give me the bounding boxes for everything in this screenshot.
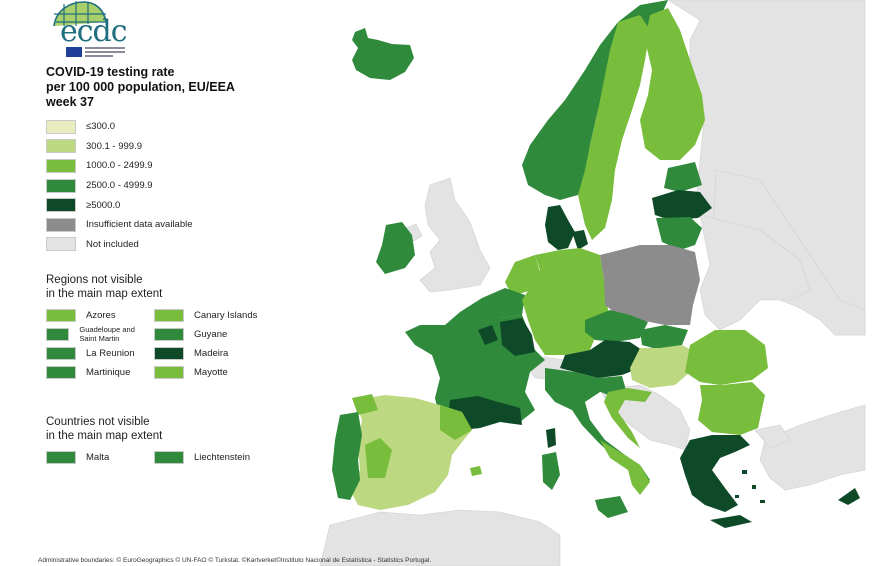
country-item: Malta [46, 450, 154, 464]
country-lithuania [656, 217, 702, 250]
region-galicia [352, 394, 378, 415]
country-netherlands [505, 255, 540, 296]
logo-text: ecdc [60, 14, 128, 49]
country-norway [522, 0, 668, 200]
logo-subtitle [85, 47, 125, 57]
legend-swatch [46, 450, 76, 464]
legend-item: 2500.0 - 4999.9 [46, 176, 193, 196]
country-denmark-islands [572, 230, 588, 250]
country-latvia [652, 190, 712, 220]
country-item: Liechtenstein [154, 450, 264, 464]
region-spain-green [365, 438, 392, 478]
country-denmark [545, 205, 575, 250]
not-included-land [319, 0, 866, 566]
country-portugal [332, 412, 362, 500]
legend-item: 300.1 - 999.9 [46, 137, 193, 157]
region-ile-de-france [478, 325, 498, 345]
region-item: Guyane [154, 327, 264, 341]
legend-swatch [46, 237, 76, 252]
legend-swatch [154, 346, 184, 360]
region-corsica [546, 428, 556, 448]
legend-swatch [46, 198, 76, 213]
legend-item: ≥5000.0 [46, 195, 193, 215]
legend-swatch [46, 365, 76, 379]
country-iceland [352, 28, 414, 80]
region-item: Azores [46, 308, 154, 322]
country-finland [640, 8, 705, 160]
country-croatia [604, 388, 652, 448]
legend-swatch [46, 178, 76, 193]
region-item: Martinique [46, 365, 154, 379]
legend-swatch [154, 365, 184, 379]
country-poland [600, 245, 700, 325]
region-balearics [470, 466, 482, 476]
legend-item: Insufficient data available [46, 215, 193, 235]
legend-swatch [46, 217, 76, 232]
countries-section-title: Countries not visible in the main map ex… [46, 416, 163, 442]
country-czechia [585, 310, 648, 342]
regions-section-title: Regions not visible in the main map exte… [46, 274, 163, 300]
country-cyprus [838, 488, 860, 505]
greek-islands [710, 470, 765, 528]
globe-icon [53, 1, 107, 27]
legend-item: ≤300.0 [46, 117, 193, 137]
country-austria [560, 340, 642, 378]
legend-swatch [46, 346, 76, 360]
region-item: Madeira [154, 346, 264, 360]
legend-swatch [46, 327, 70, 341]
country-romania [685, 330, 768, 385]
region-sardinia [542, 452, 560, 490]
region-item: Guadeloupe and Saint Martin [46, 325, 154, 343]
countries-legend: Malta Liechtenstein [46, 450, 264, 464]
regions-legend: Azores Canary Islands Guadeloupe and Sai… [46, 308, 264, 379]
legend-swatch [154, 308, 184, 322]
region-sicily [595, 496, 628, 518]
legend: ≤300.0 300.1 - 999.9 1000.0 - 2499.9 250… [46, 117, 193, 254]
region-south-italy [600, 440, 650, 495]
attribution-footer: Administrative boundaries: © EuroGeograp… [38, 557, 432, 564]
legend-swatch [154, 450, 184, 464]
region-catalonia [440, 405, 472, 440]
country-greece [680, 435, 750, 512]
legend-item: 1000.0 - 2499.9 [46, 156, 193, 176]
legend-swatch [46, 158, 76, 173]
legend-swatch [154, 327, 184, 341]
ecdc-logo: ecdc [46, 0, 132, 60]
region-grand-est [500, 318, 535, 356]
country-bulgaria [698, 382, 765, 435]
map-title: COVID-19 testing rate per 100 000 popula… [46, 65, 235, 109]
legend-swatch [46, 139, 76, 154]
eu-flag-icon [66, 47, 82, 57]
country-slovakia [640, 325, 688, 350]
country-hungary [630, 345, 695, 388]
country-ireland [376, 222, 415, 274]
region-item: La Reunion [46, 346, 154, 360]
region-item: Canary Islands [154, 308, 264, 322]
legend-swatch [46, 119, 76, 134]
legend-swatch [46, 308, 76, 322]
legend-item: Not included [46, 235, 193, 255]
region-item: Mayotte [154, 365, 264, 379]
country-sweden [578, 15, 650, 240]
country-estonia [664, 162, 702, 192]
